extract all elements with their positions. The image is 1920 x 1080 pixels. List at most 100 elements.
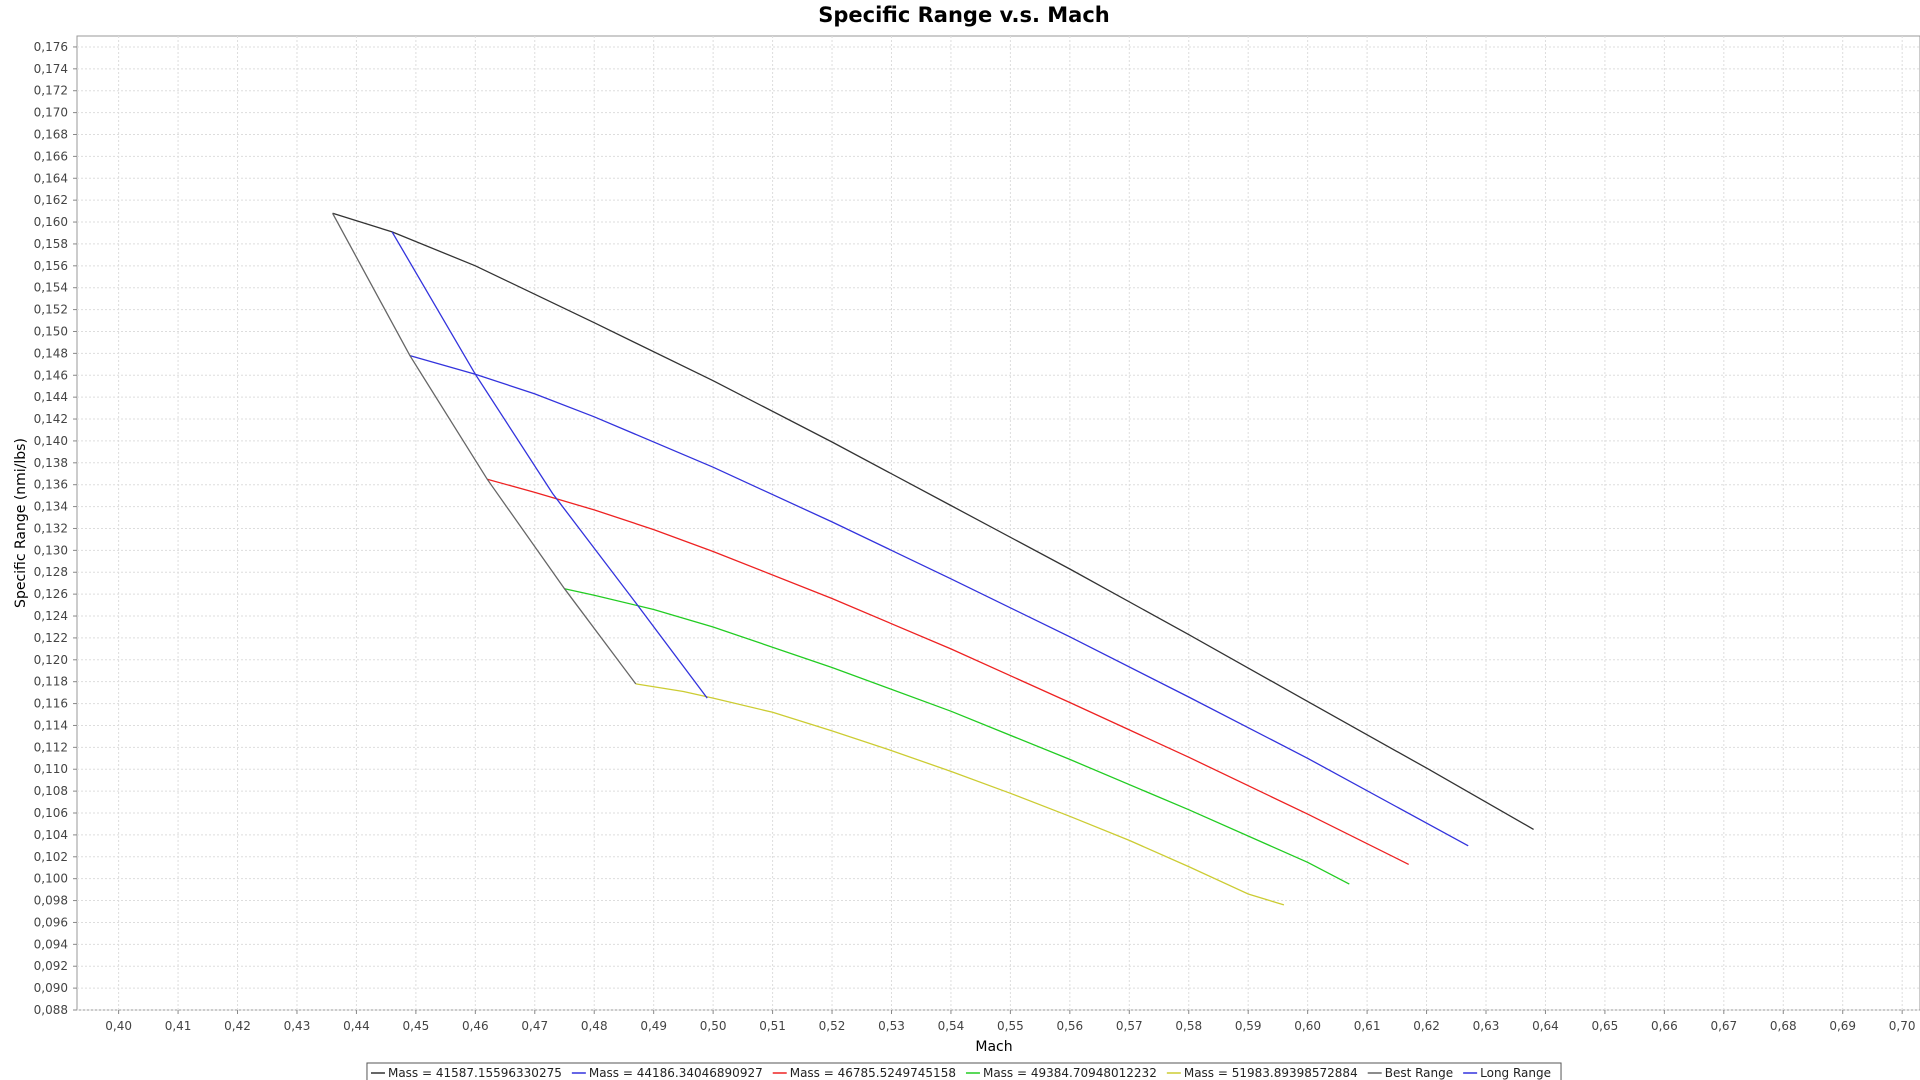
x-tick-label: 0,49	[640, 1019, 667, 1033]
x-tick-label: 0,69	[1829, 1019, 1856, 1033]
series-line-1	[409, 354, 1469, 847]
series-line-3	[564, 588, 1350, 885]
y-tick-label: 0,134	[34, 500, 68, 514]
series-line-6	[391, 231, 708, 699]
x-tick-label: 0,55	[997, 1019, 1024, 1033]
y-tick-label: 0,090	[34, 981, 68, 995]
y-tick-label: 0,170	[34, 106, 68, 120]
legend-item-3: Mass = 49384.70948012232	[983, 1066, 1157, 1080]
x-tick-label: 0,64	[1532, 1019, 1559, 1033]
x-tick-label: 0,68	[1770, 1019, 1797, 1033]
plot-area	[76, 35, 1920, 1011]
y-tick-label: 0,176	[34, 40, 68, 54]
x-tick-label: 0,61	[1354, 1019, 1381, 1033]
series-line-5	[332, 212, 637, 685]
legend-box	[366, 1062, 1562, 1080]
y-tick-label: 0,108	[34, 784, 68, 798]
y-tick-label: 0,172	[34, 84, 68, 98]
y-tick-label: 0,102	[34, 850, 68, 864]
y-tick-label: 0,118	[34, 675, 68, 689]
series-lines	[332, 212, 1534, 906]
y-tick-label: 0,110	[34, 762, 68, 776]
x-tick-label: 0,52	[819, 1019, 846, 1033]
y-tick-label: 0,142	[34, 412, 68, 426]
x-tick-label: 0,46	[462, 1019, 489, 1033]
y-tick-label: 0,094	[34, 937, 68, 951]
x-tick-label: 0,59	[1235, 1019, 1262, 1033]
series-line-2	[487, 478, 1409, 865]
y-tick-label: 0,162	[34, 193, 68, 207]
y-tick-label: 0,146	[34, 368, 68, 382]
y-tick-label: 0,088	[34, 1003, 68, 1017]
y-tick-label: 0,092	[34, 959, 68, 973]
legend-item-5: Best Range	[1385, 1066, 1453, 1080]
legend: Mass = 41587.15596330275 Mass = 44186.340…	[366, 1062, 1562, 1080]
x-tick-label: 0,45	[403, 1019, 430, 1033]
x-tick-label: 0,62	[1413, 1019, 1440, 1033]
y-tick-label: 0,174	[34, 62, 68, 76]
y-tick-label: 0,112	[34, 740, 68, 754]
y-tick-label: 0,156	[34, 259, 68, 273]
x-tick-label: 0,57	[1116, 1019, 1143, 1033]
series-line-0	[332, 212, 1534, 830]
y-tick-label: 0,164	[34, 171, 68, 185]
y-tick-label: 0,116	[34, 697, 68, 711]
axis-ticks: 0,40 0,41 0,42 0,43 0,44 0,45 0,46 0,47 0,48 0,49…	[34, 40, 1916, 1033]
x-axis-label: Mach	[975, 1039, 1012, 1055]
grid	[77, 36, 1920, 1011]
legend-item-2: Mass = 46785.5249745158	[790, 1066, 956, 1080]
y-tick-label: 0,138	[34, 456, 68, 470]
x-tick-label: 0,47	[521, 1019, 548, 1033]
y-tick-label: 0,114	[34, 718, 68, 732]
x-tick-label: 0,67	[1710, 1019, 1737, 1033]
x-tick-label: 0,60	[1294, 1019, 1321, 1033]
x-tick-label: 0,41	[165, 1019, 192, 1033]
y-tick-label: 0,144	[34, 390, 68, 404]
x-tick-label: 0,42	[224, 1019, 251, 1033]
y-tick-label: 0,096	[34, 915, 68, 929]
x-tick-label: 0,50	[700, 1019, 727, 1033]
y-tick-label: 0,106	[34, 806, 68, 820]
x-tick-label: 0,63	[1473, 1019, 1500, 1033]
y-tick-label: 0,160	[34, 215, 68, 229]
y-tick-label: 0,166	[34, 149, 68, 163]
series-line-4	[635, 683, 1285, 906]
y-tick-label: 0,148	[34, 346, 68, 360]
legend-item-0: Mass = 41587.15596330275	[388, 1066, 562, 1080]
legend-item-4: Mass = 51983.89398572884	[1184, 1066, 1358, 1080]
y-tick-label: 0,122	[34, 631, 68, 645]
legend-item-6: Long Range	[1480, 1066, 1551, 1080]
y-tick-label: 0,128	[34, 565, 68, 579]
x-tick-label: 0,66	[1651, 1019, 1678, 1033]
y-tick-label: 0,130	[34, 543, 68, 557]
y-tick-label: 0,136	[34, 478, 68, 492]
x-tick-label: 0,53	[878, 1019, 905, 1033]
chart-title: Specific Range v.s. Mach	[818, 3, 1109, 27]
y-tick-label: 0,098	[34, 894, 68, 908]
legend-item-1: Mass = 44186.34046890927	[589, 1066, 763, 1080]
y-tick-label: 0,100	[34, 872, 68, 886]
x-tick-label: 0,48	[581, 1019, 608, 1033]
x-tick-label: 0,51	[759, 1019, 786, 1033]
x-tick-label: 0,44	[343, 1019, 370, 1033]
y-axis-label: Specific Range (nmi/lbs)	[13, 438, 29, 608]
y-tick-label: 0,120	[34, 653, 68, 667]
y-tick-label: 0,158	[34, 237, 68, 251]
x-tick-label: 0,65	[1592, 1019, 1619, 1033]
x-tick-label: 0,70	[1889, 1019, 1916, 1033]
y-tick-label: 0,126	[34, 587, 68, 601]
y-tick-label: 0,168	[34, 127, 68, 141]
x-tick-label: 0,56	[1056, 1019, 1083, 1033]
y-tick-label: 0,132	[34, 521, 68, 535]
x-tick-label: 0,54	[938, 1019, 965, 1033]
x-tick-label: 0,58	[1175, 1019, 1202, 1033]
y-tick-label: 0,140	[34, 434, 68, 448]
y-tick-label: 0,124	[34, 609, 68, 623]
y-tick-label: 0,154	[34, 281, 68, 295]
x-tick-label: 0,40	[105, 1019, 132, 1033]
y-tick-label: 0,150	[34, 324, 68, 338]
y-tick-label: 0,152	[34, 303, 68, 317]
x-tick-label: 0,43	[284, 1019, 311, 1033]
y-tick-label: 0,104	[34, 828, 68, 842]
